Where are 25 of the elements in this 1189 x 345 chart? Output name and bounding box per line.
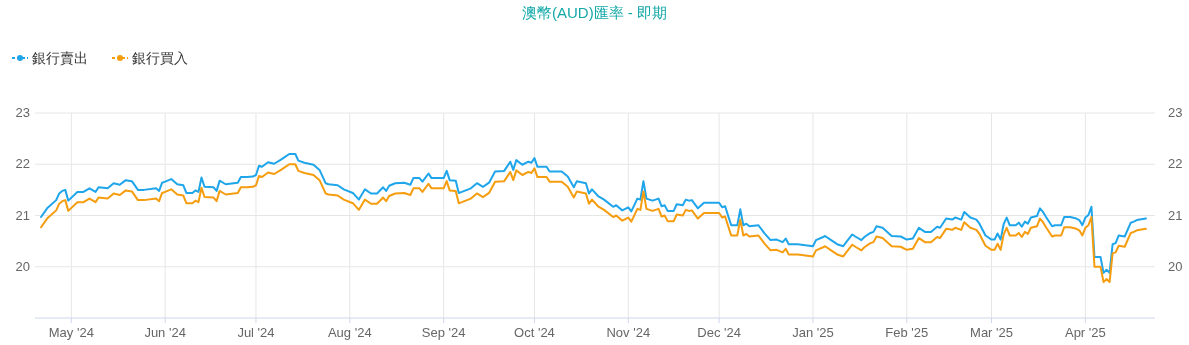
y-tick-label: 22	[15, 156, 30, 172]
x-tick-label: Sep '24	[421, 325, 466, 340]
x-tick-label: Jul '24	[237, 325, 275, 340]
x-tick-label: Jan '25	[792, 325, 834, 340]
y2-tick-label: 20	[1168, 258, 1183, 274]
x-tick-label: Oct '24	[514, 325, 555, 340]
x-tick-label: Apr '25	[1064, 325, 1106, 340]
x-tick-label: Dec '24	[697, 325, 741, 340]
x-tick-label: Mar '25	[970, 325, 1014, 340]
legend-label: 銀行賣出	[32, 50, 88, 66]
y-tick-label: 20	[15, 258, 30, 274]
y2-tick-label: 21	[1168, 207, 1183, 223]
x-tick-label: Jun '24	[144, 325, 186, 340]
y2-tick-label: 23	[1168, 105, 1183, 120]
y-tick-label: 21	[15, 207, 30, 223]
line-series	[40, 153, 1147, 274]
x-tick-label: Nov '24	[606, 325, 651, 340]
x-tick-label: Feb '25	[885, 325, 929, 340]
x-tick-label: Aug '24	[327, 325, 372, 340]
y2-tick-label: 22	[1168, 156, 1183, 172]
chart-title: 澳幣(AUD)匯率 - 即期	[522, 4, 667, 21]
x-tick-label: May '24	[48, 325, 94, 340]
y-tick-label: 23	[15, 105, 30, 120]
line-series	[40, 163, 1147, 284]
legend-label: 銀行買入	[132, 50, 188, 66]
